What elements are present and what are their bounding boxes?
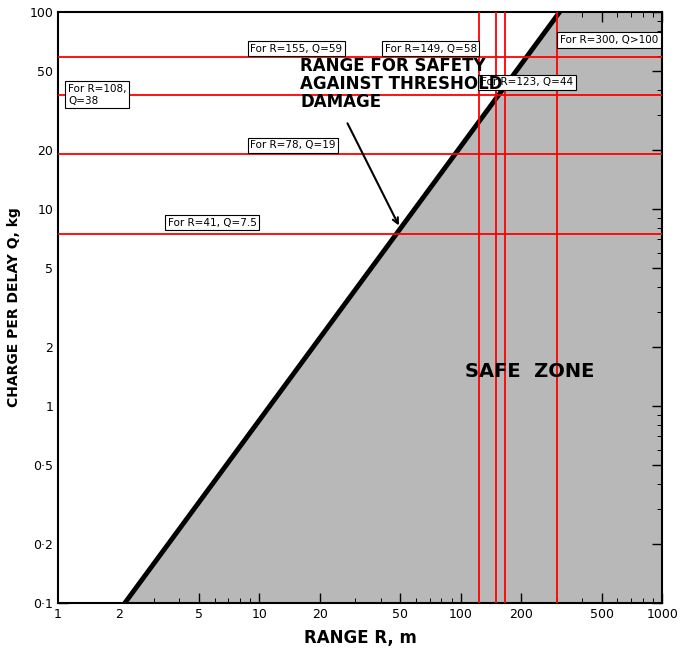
Text: SAFE  ZONE: SAFE ZONE	[465, 362, 595, 381]
Text: DAMAGE: DAMAGE	[301, 93, 382, 111]
Text: For R=78, Q=19: For R=78, Q=19	[250, 141, 336, 150]
Polygon shape	[58, 12, 560, 603]
Text: AGAINST THRESHOLD: AGAINST THRESHOLD	[301, 75, 503, 93]
Text: For R=300, Q>100: For R=300, Q>100	[560, 35, 658, 45]
Y-axis label: CHARGE PER DELAY Q, kg: CHARGE PER DELAY Q, kg	[7, 207, 21, 407]
Text: RANGE FOR SAFETY: RANGE FOR SAFETY	[301, 58, 486, 75]
Text: For R=149, Q=58: For R=149, Q=58	[384, 44, 477, 54]
Text: For R=123, Q=44: For R=123, Q=44	[481, 77, 573, 87]
Text: For R=108,
Q=38: For R=108, Q=38	[68, 84, 127, 105]
Text: For R=155, Q=59: For R=155, Q=59	[250, 44, 342, 54]
X-axis label: RANGE R, m: RANGE R, m	[303, 629, 416, 647]
Text: For R=41, Q=7.5: For R=41, Q=7.5	[168, 218, 256, 228]
